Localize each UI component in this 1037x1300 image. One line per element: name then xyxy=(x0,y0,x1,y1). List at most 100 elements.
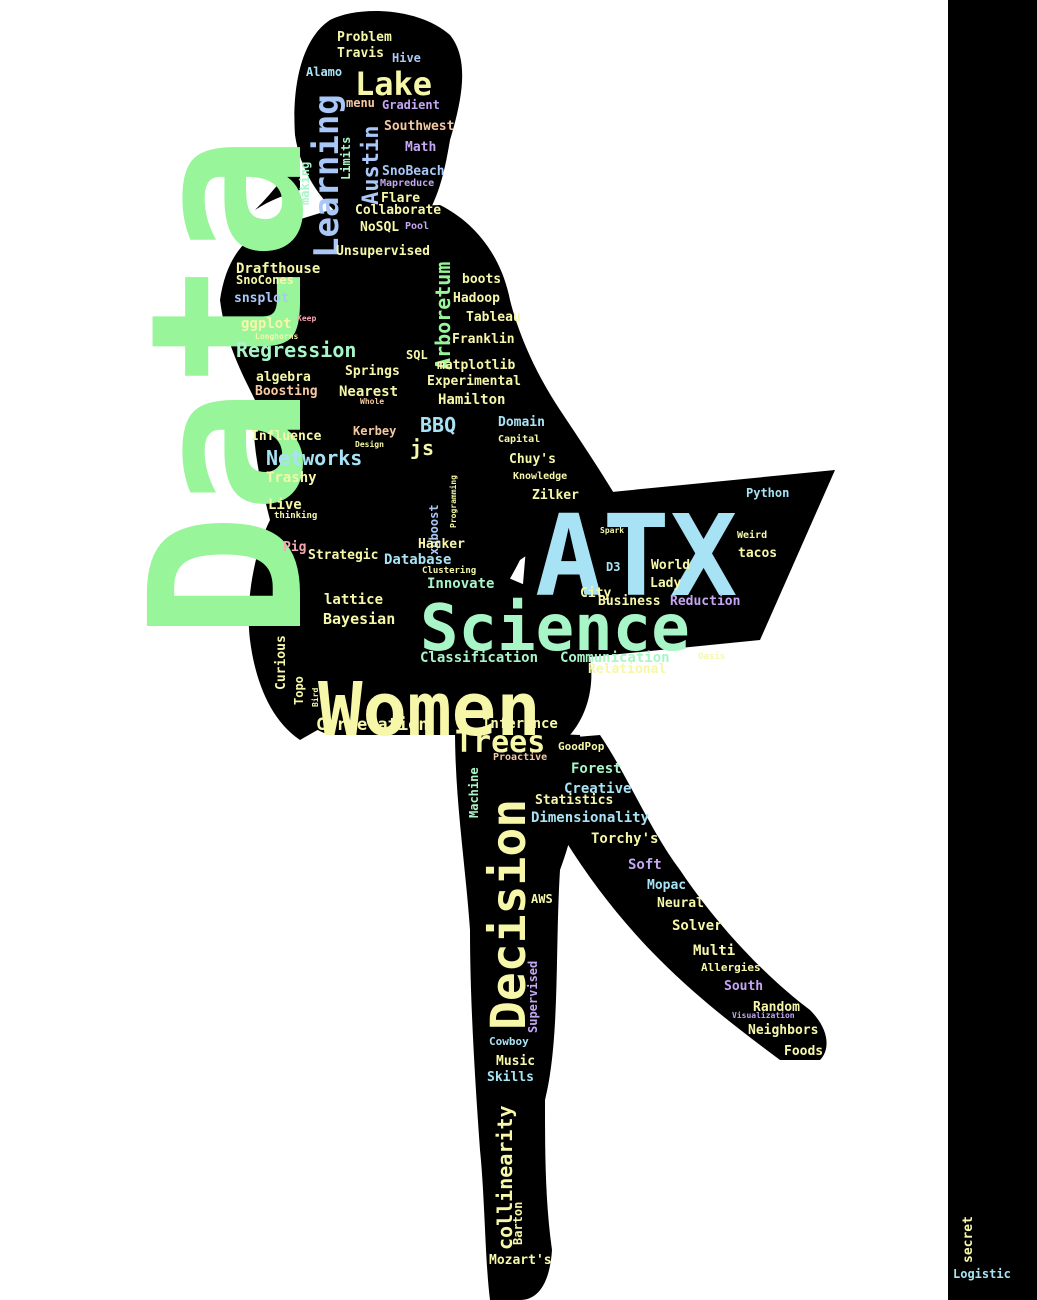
cloud-word: Kerbey xyxy=(353,424,396,438)
cloud-word: Visualization xyxy=(732,1010,795,1020)
cloud-word: Gradient xyxy=(382,98,440,112)
cloud-word: Programming xyxy=(448,475,458,528)
cloud-word: Collaborate xyxy=(355,203,441,218)
cloud-word: Knowledge xyxy=(513,471,567,482)
cloud-word: Statistics xyxy=(535,793,613,808)
cloud-word: ggplot xyxy=(241,316,292,332)
cloud-word: Supervised xyxy=(526,961,540,1033)
cloud-word: Boosting xyxy=(255,384,318,399)
cloud-word: Springs xyxy=(345,364,400,379)
cloud-word: Mopac xyxy=(647,878,686,893)
cloud-word: Hive xyxy=(392,51,421,65)
cloud-word: making xyxy=(298,162,312,205)
cloud-word: Pig xyxy=(283,540,306,555)
leg-back xyxy=(540,735,827,1060)
cloud-word: Cowboy xyxy=(489,1035,529,1048)
cloud-word: snsplot xyxy=(234,291,289,306)
cloud-word: Foods xyxy=(784,1044,823,1059)
cloud-word: Skills xyxy=(487,1070,534,1085)
cloud-word: Arboretum xyxy=(431,262,455,370)
cloud-word: thinking xyxy=(274,510,317,521)
cloud-word: Logistic xyxy=(953,1267,1011,1281)
cloud-word: Innovate xyxy=(427,576,494,592)
cloud-word: City xyxy=(580,586,611,601)
cloud-word: algebra xyxy=(256,370,311,385)
cloud-word: Oasis xyxy=(698,651,725,662)
cloud-word: ATX xyxy=(535,492,737,622)
cloud-word: Regression xyxy=(236,338,356,362)
cloud-word: Whole xyxy=(360,397,384,406)
cloud-word: Curious xyxy=(274,635,289,690)
cloud-word: Proactive xyxy=(493,751,547,763)
laptop xyxy=(520,470,835,660)
lap xyxy=(262,529,592,735)
right-black-strip xyxy=(948,0,1037,1300)
cloud-word: Barton xyxy=(511,1202,525,1245)
cloud-word: Design xyxy=(355,439,384,449)
cloud-word: Music xyxy=(496,1054,535,1069)
cloud-word: SnoCones xyxy=(236,273,294,287)
cloud-word: Learning xyxy=(307,94,347,258)
leg-front xyxy=(455,730,582,1300)
cloud-word: Influence xyxy=(251,429,322,444)
cloud-word: Spark xyxy=(600,526,624,535)
cloud-word: Communication xyxy=(560,650,670,666)
cloud-word: Multi xyxy=(693,943,735,959)
cloud-word: Strategic xyxy=(308,548,378,563)
cloud-word: Allergies xyxy=(701,961,761,974)
cloud-word: secret xyxy=(961,1216,976,1263)
cloud-word: Problem xyxy=(337,30,392,45)
cloud-word: collinearity xyxy=(493,1106,517,1251)
cloud-word: boots xyxy=(462,272,501,287)
cloud-word: js xyxy=(410,436,434,460)
cloud-word: Hacker xyxy=(418,537,465,552)
cloud-word: Creative xyxy=(564,781,631,797)
cloud-word: Alamo xyxy=(306,65,342,79)
cloud-word: Drafthouse xyxy=(236,261,320,277)
cloud-word: menu xyxy=(346,96,375,110)
cloud-word: Nearest xyxy=(339,384,398,400)
cloud-word: SQL xyxy=(406,348,428,362)
cloud-word: Business xyxy=(598,594,661,609)
cloud-word: Zilker xyxy=(532,488,579,503)
cloud-word: Bayesian xyxy=(323,610,395,628)
cloud-word: SnoBeach xyxy=(382,164,445,179)
head xyxy=(294,11,463,216)
cloud-word: lattice xyxy=(324,592,383,608)
cloud-word: South xyxy=(724,979,763,994)
cloud-word: Science xyxy=(420,592,690,666)
cloud-word: Database xyxy=(384,552,451,568)
cloud-word: Solver xyxy=(672,918,723,934)
cloud-word: Franklin xyxy=(452,332,515,347)
cloud-word: Random xyxy=(753,1000,800,1015)
cloud-word: Women xyxy=(318,667,541,753)
cloud-word: Correlation xyxy=(316,715,429,735)
cloud-word: Flare xyxy=(381,191,420,206)
cloud-word: Topo xyxy=(292,676,306,705)
cloud-word: Inference xyxy=(482,716,558,732)
cloud-word: Forest xyxy=(571,761,622,777)
cloud-word: Weird xyxy=(737,529,767,541)
cloud-word: Tableau xyxy=(466,310,521,325)
cloud-word: Limits xyxy=(339,137,353,180)
cloud-word: BBQ xyxy=(420,413,456,437)
cloud-word: Relational xyxy=(588,662,666,677)
cloud-word: GoodPop xyxy=(558,740,605,753)
cloud-word: Domain xyxy=(498,415,545,430)
cloud-word: Torchy's xyxy=(591,831,658,847)
cloud-word: Reduction xyxy=(670,594,740,609)
cloud-word: Keep xyxy=(297,314,316,323)
cloud-word: Unsupervised xyxy=(336,244,430,259)
cloud-word: Southwest xyxy=(384,119,454,134)
cloud-word: Longhorns xyxy=(255,332,299,341)
cloud-word: Bird xyxy=(310,688,320,707)
cloud-word: AWS xyxy=(531,892,553,906)
cloud-word: Mozart's xyxy=(489,1253,552,1268)
cloud-word: Networks xyxy=(266,446,362,470)
cloud-word: World xyxy=(651,558,690,573)
cloud-word: Hamilton xyxy=(438,392,505,408)
cloud-word: Pool xyxy=(405,221,429,232)
cloud-word: Trashy xyxy=(266,470,317,486)
